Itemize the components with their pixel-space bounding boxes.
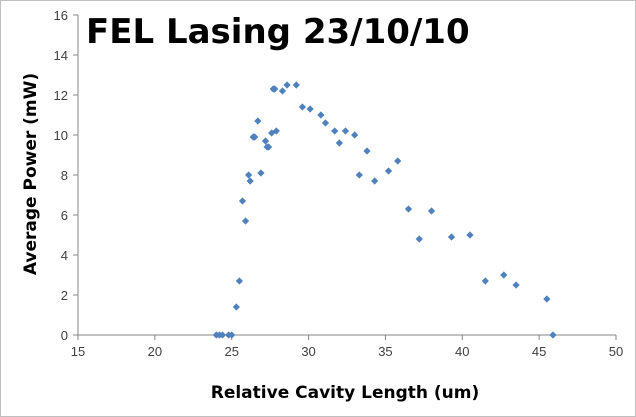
data-point xyxy=(355,171,363,179)
data-point xyxy=(341,127,350,135)
chart-title: FEL Lasing 23/10/10 xyxy=(86,12,470,52)
x-tick-label: 50 xyxy=(609,344,623,359)
y-tick-label: 2 xyxy=(61,288,68,303)
data-point xyxy=(317,111,325,119)
data-point xyxy=(271,85,279,93)
data-point xyxy=(265,143,273,151)
data-point xyxy=(415,235,423,243)
y-tick-label: 6 xyxy=(61,208,68,223)
x-tick-label: 45 xyxy=(532,344,546,359)
y-tick-label: 10 xyxy=(54,128,68,143)
data-point xyxy=(321,119,330,127)
data-point xyxy=(549,331,557,339)
data-points xyxy=(212,81,557,339)
data-point xyxy=(251,133,259,141)
data-point xyxy=(245,171,253,179)
data-point xyxy=(512,281,520,289)
data-point xyxy=(257,169,265,177)
data-point xyxy=(427,207,436,215)
data-point xyxy=(331,127,339,135)
x-tick-label: 30 xyxy=(301,344,315,359)
data-point xyxy=(481,277,489,285)
x-axis-title: Relative Cavity Length (um) xyxy=(211,383,480,403)
data-point xyxy=(543,295,551,303)
data-point xyxy=(447,233,456,241)
data-point xyxy=(384,167,393,175)
data-point xyxy=(283,81,291,89)
data-point xyxy=(261,137,270,145)
x-tick-label: 20 xyxy=(148,344,162,359)
data-point xyxy=(228,331,236,339)
data-point xyxy=(272,127,280,135)
data-point xyxy=(363,147,371,155)
data-point xyxy=(278,87,287,95)
y-tick-label: 12 xyxy=(54,88,68,103)
x-tick-label: 35 xyxy=(378,344,392,359)
y-tick-label: 4 xyxy=(61,248,68,263)
data-point xyxy=(238,197,247,205)
data-point xyxy=(292,81,300,89)
data-point xyxy=(404,205,413,213)
data-point xyxy=(298,103,307,111)
data-point xyxy=(466,231,474,239)
data-point xyxy=(371,177,379,185)
y-tick-label: 0 xyxy=(61,328,68,343)
axes: 15 20 25 30 35 40 45 50 0 2 4 6 8 10 12 14 16 xyxy=(54,8,624,359)
data-point xyxy=(241,217,250,225)
data-point xyxy=(351,131,359,139)
data-point xyxy=(232,303,240,311)
y-tick-label: 8 xyxy=(61,168,68,183)
data-point xyxy=(218,331,227,339)
x-tick-label: 15 xyxy=(71,344,85,359)
data-point xyxy=(335,139,343,147)
data-point xyxy=(254,117,262,125)
y-tick-label: 14 xyxy=(54,48,68,63)
data-point xyxy=(500,271,508,279)
data-point xyxy=(246,177,254,185)
y-tick-label: 16 xyxy=(54,8,68,23)
data-point xyxy=(306,105,314,113)
x-tick-label: 25 xyxy=(224,344,238,359)
data-point xyxy=(235,277,243,285)
data-point xyxy=(394,157,402,165)
y-axis-title: Average Power (mW) xyxy=(21,73,41,275)
x-tick-label: 40 xyxy=(455,344,469,359)
